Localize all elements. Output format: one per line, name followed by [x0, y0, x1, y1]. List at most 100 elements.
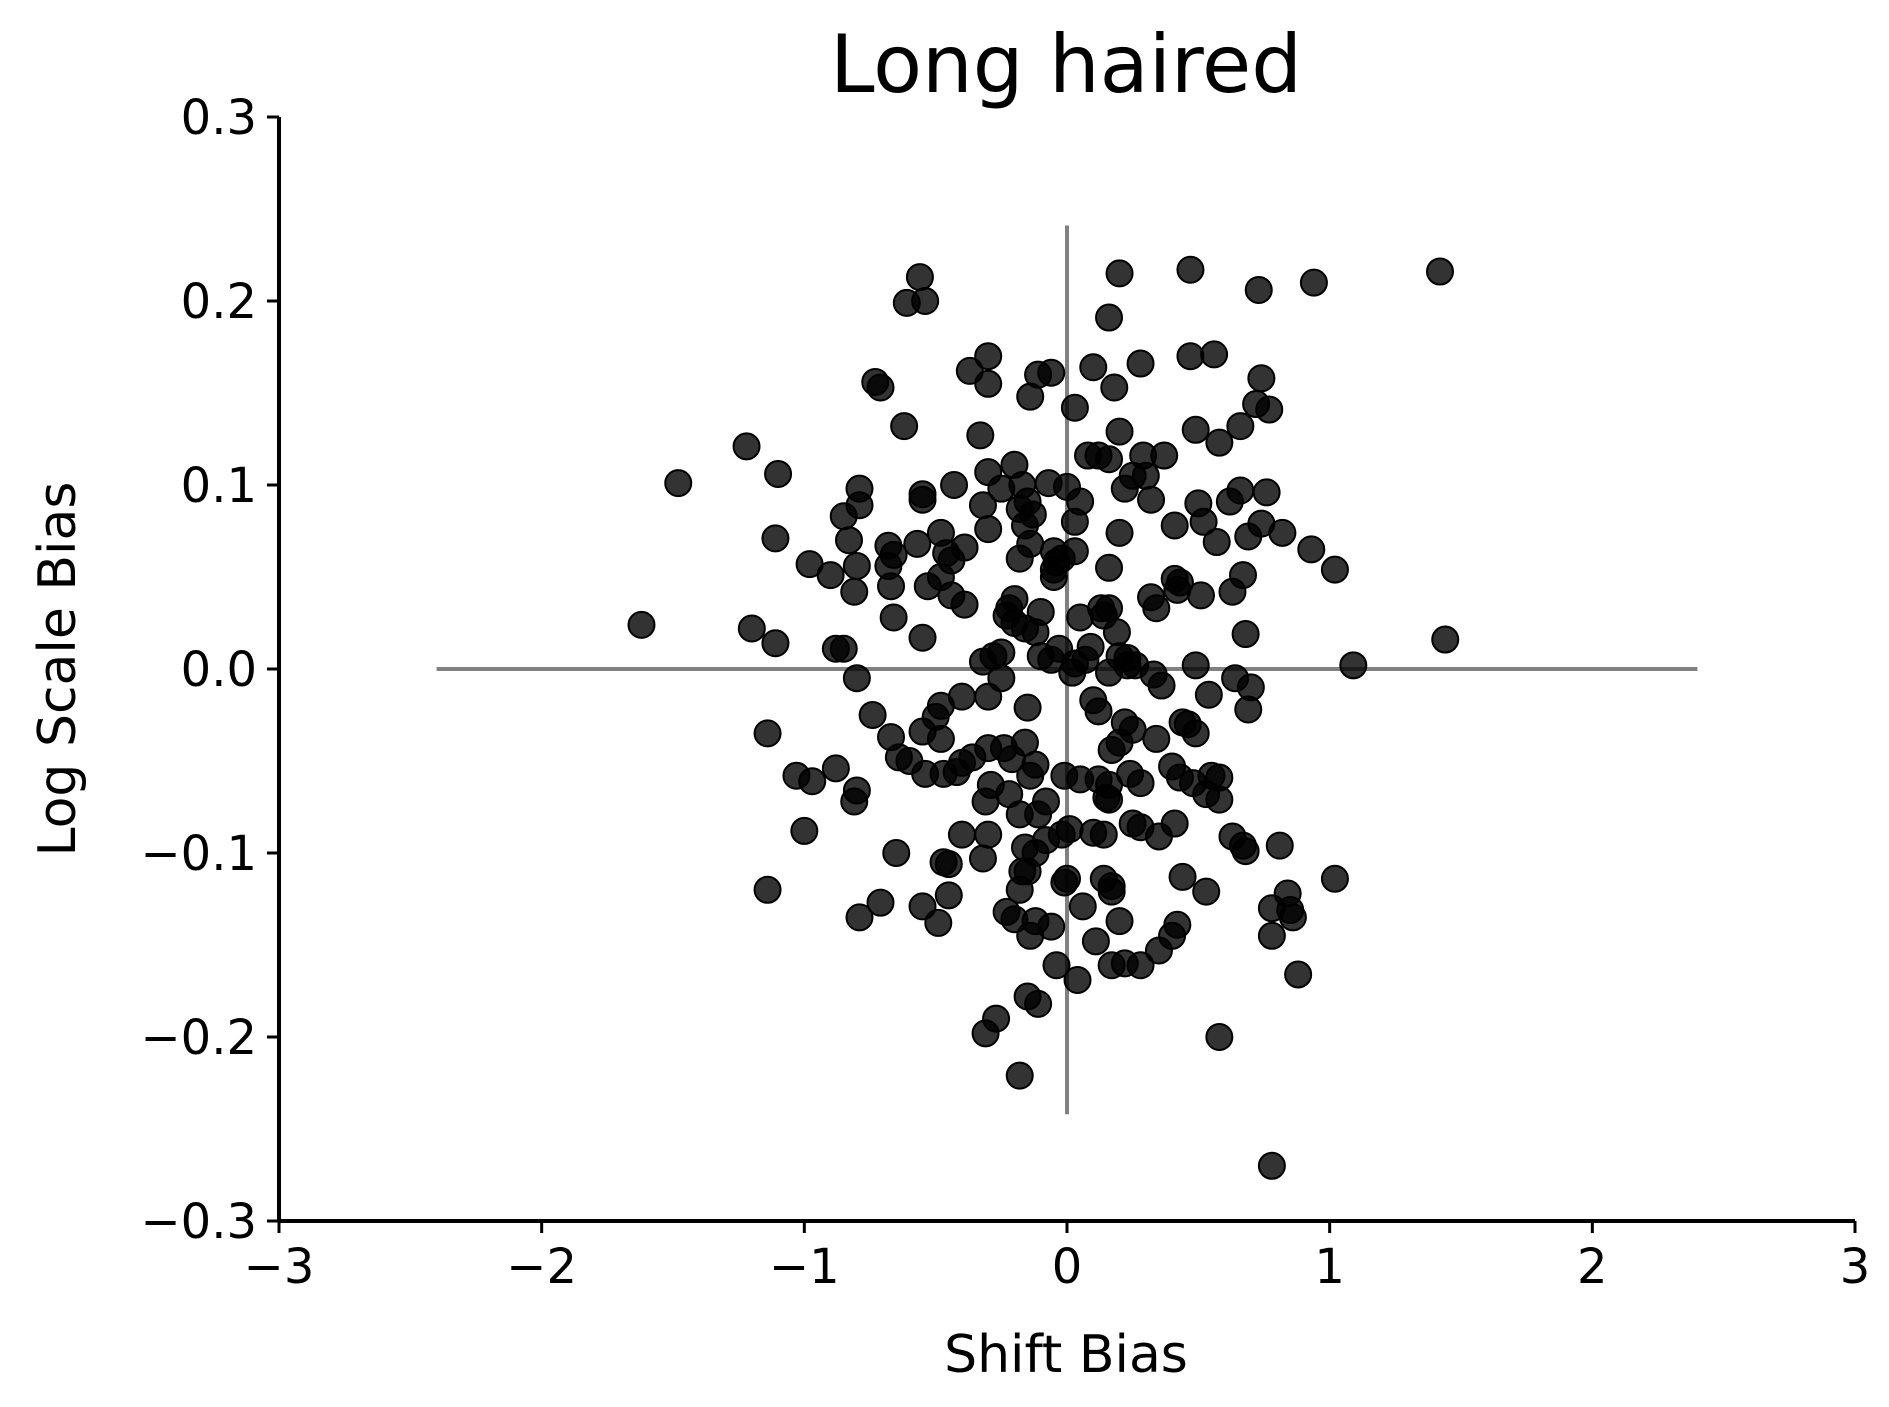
x-tick-label: 2	[1577, 1239, 1608, 1295]
data-point	[1105, 259, 1134, 288]
data-point	[1137, 485, 1166, 514]
data-point	[1181, 415, 1210, 444]
data-point	[1126, 769, 1155, 798]
data-point	[1100, 373, 1129, 402]
data-point	[913, 572, 942, 601]
data-point	[1060, 393, 1089, 422]
data-point	[1181, 651, 1210, 680]
data-point	[934, 850, 963, 879]
data-point	[1205, 785, 1234, 814]
data-point	[1231, 837, 1260, 866]
data-point	[764, 459, 793, 488]
data-point	[908, 485, 937, 514]
data-point	[1247, 364, 1276, 393]
data-point	[1081, 927, 1110, 956]
data-point	[974, 369, 1003, 398]
data-point	[1189, 507, 1218, 536]
data-point	[905, 263, 934, 292]
data-point	[950, 590, 979, 619]
data-point	[1297, 535, 1326, 564]
data-point	[1231, 620, 1260, 649]
x-axis-label: Shift Bias	[944, 1325, 1188, 1385]
data-point	[840, 787, 869, 816]
data-point	[1095, 594, 1124, 623]
data-point	[1205, 428, 1234, 457]
chart-title: Long haired	[830, 18, 1302, 111]
data-point	[1252, 478, 1281, 507]
data-point	[1055, 815, 1084, 844]
data-point	[1097, 877, 1126, 906]
data-point	[1005, 875, 1034, 904]
data-point	[1016, 382, 1045, 411]
data-point	[1110, 474, 1139, 503]
data-point	[934, 881, 963, 910]
data-point	[1163, 575, 1192, 604]
data-point	[1257, 1151, 1286, 1180]
data-point	[1202, 528, 1231, 557]
data-point	[1228, 561, 1257, 590]
data-point	[890, 412, 919, 441]
data-point	[1060, 507, 1089, 536]
data-point	[882, 839, 911, 867]
data-point	[1076, 632, 1105, 661]
data-point	[1066, 603, 1095, 632]
data-point	[879, 603, 908, 632]
y-tick-label: 0.0	[181, 642, 257, 698]
data-point	[1320, 864, 1349, 893]
data-point	[974, 682, 1003, 711]
data-point	[974, 342, 1003, 371]
data-point	[858, 701, 887, 729]
y-axis-label: Log Scale Bias	[28, 482, 88, 857]
data-point	[816, 561, 845, 590]
data-point	[1278, 903, 1307, 932]
x-tick-label: 3	[1840, 1239, 1871, 1295]
data-point	[1192, 877, 1221, 906]
data-point	[834, 526, 863, 555]
data-point	[1150, 441, 1179, 470]
data-point	[1058, 658, 1087, 687]
data-point	[940, 471, 969, 499]
data-point	[1163, 910, 1192, 939]
data-point	[1105, 907, 1134, 936]
data-point	[1105, 518, 1134, 547]
data-point	[1024, 989, 1053, 1018]
y-tick-label: −0.1	[140, 826, 257, 882]
data-point	[968, 844, 997, 873]
data-point	[1320, 555, 1349, 584]
data-point	[966, 421, 995, 450]
y-tick-label: 0.3	[181, 90, 257, 146]
data-point	[761, 629, 790, 658]
data-point	[1144, 936, 1173, 965]
data-point	[1063, 965, 1092, 994]
data-point	[1244, 275, 1273, 304]
data-point	[1268, 518, 1297, 547]
data-point	[842, 551, 871, 580]
data-point	[1255, 395, 1284, 424]
data-point	[987, 638, 1016, 667]
data-point	[842, 664, 871, 693]
data-point	[1105, 417, 1134, 446]
data-point	[1068, 892, 1097, 921]
data-point	[1021, 618, 1050, 647]
data-point	[798, 767, 827, 796]
y-tick-label: 0.1	[181, 458, 257, 514]
x-tick-label: 0	[1052, 1239, 1083, 1295]
data-point	[1176, 342, 1205, 371]
data-point	[1339, 651, 1368, 680]
data-point	[974, 820, 1003, 849]
data-point	[845, 903, 874, 932]
data-point	[968, 491, 997, 520]
data-point	[924, 908, 953, 937]
data-point	[1016, 761, 1045, 790]
data-point	[1226, 412, 1255, 441]
data-point	[877, 572, 906, 601]
data-point	[947, 820, 976, 849]
data-point	[974, 515, 1003, 544]
data-point	[903, 529, 932, 558]
data-point	[1284, 960, 1313, 989]
x-tick-label: −2	[506, 1239, 577, 1295]
y-ticks: −0.3 −0.2 −0.1 0.0 0.1 0.2 0.3	[140, 90, 279, 1250]
data-point	[1102, 618, 1131, 647]
data-point	[840, 577, 869, 606]
